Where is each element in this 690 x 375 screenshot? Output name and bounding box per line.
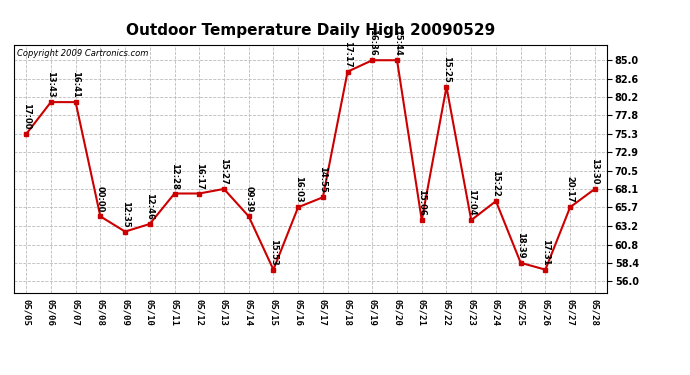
Text: 16:17: 16:17 [195,163,204,189]
Text: 17:00: 17:00 [21,104,30,130]
Text: 16:41: 16:41 [71,71,80,98]
Text: 00:00: 00:00 [96,186,105,212]
Text: 16:03: 16:03 [294,176,303,203]
Text: 12:28: 12:28 [170,163,179,189]
Text: 15:22: 15:22 [491,170,500,197]
Text: 17:04: 17:04 [466,189,475,216]
Text: 14:55: 14:55 [318,166,327,193]
Text: 18:39: 18:39 [516,232,525,259]
Text: 17:31: 17:31 [541,239,550,266]
Text: Outdoor Temperature Daily High 20090529: Outdoor Temperature Daily High 20090529 [126,22,495,38]
Text: 20:17: 20:17 [566,176,575,203]
Text: 16:36: 16:36 [368,29,377,56]
Text: 17:17: 17:17 [343,41,352,68]
Text: 09:39: 09:39 [244,186,253,212]
Text: Copyright 2009 Cartronics.com: Copyright 2009 Cartronics.com [17,49,148,58]
Text: 15:27: 15:27 [219,158,228,185]
Text: 13:30: 13:30 [591,158,600,185]
Text: 13:43: 13:43 [46,71,55,98]
Text: 15:25: 15:25 [442,56,451,83]
Text: 12:35: 12:35 [121,201,130,227]
Text: 15:53: 15:53 [269,239,278,266]
Text: 15:44: 15:44 [393,29,402,56]
Text: 12:46: 12:46 [146,193,155,220]
Text: 15:06: 15:06 [417,189,426,216]
